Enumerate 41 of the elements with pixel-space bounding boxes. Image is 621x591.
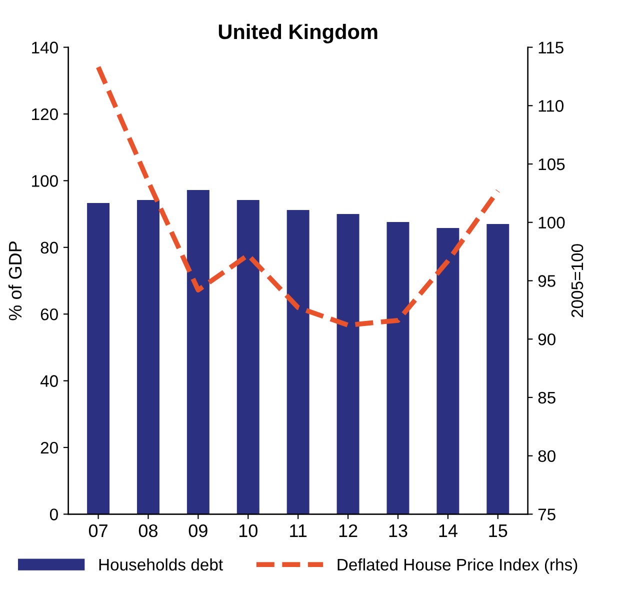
y-tick-label: 40 [40, 375, 58, 387]
y2-tick-label: 90 [538, 333, 556, 346]
legend-label: Households debt [99, 558, 223, 571]
y-tick-label: 60 [40, 308, 58, 320]
bar [486, 224, 510, 514]
y-tick-label: 120 [32, 108, 58, 120]
y2-tick-label: 115 [538, 42, 564, 54]
legend-label: Deflated House Price Index (rhs) [338, 558, 578, 574]
bar [87, 203, 110, 514]
y2-tick-label: 95 [538, 275, 556, 287]
y2-tick-label: 85 [538, 392, 556, 404]
x-tick-label: 14 [439, 524, 458, 537]
bar [386, 222, 410, 514]
bar [236, 200, 260, 514]
x-tick-label: 11 [290, 524, 307, 537]
bar [186, 190, 210, 514]
y-tick-label: 100 [32, 175, 58, 187]
y-tick-label: 140 [32, 42, 58, 54]
y-axis-title: % of GDP [8, 242, 22, 320]
y-tick-label: 0 [50, 508, 58, 520]
line-series [96, 64, 500, 328]
x-tick-label: 09 [188, 524, 208, 538]
y2-tick-label: 110 [538, 100, 564, 112]
x-tick-label: 15 [489, 524, 508, 538]
y2-tick-label: 105 [538, 158, 565, 170]
bar [336, 214, 360, 514]
y2-axis-title: 2005=100 [571, 244, 584, 318]
bar [136, 200, 160, 514]
x-tick-label: 10 [239, 524, 258, 538]
bar [286, 210, 310, 514]
y-tick-label: 20 [40, 442, 58, 454]
y-tick-label: 80 [40, 242, 58, 254]
y2-tick-label: 75 [538, 508, 556, 520]
x-tick-label: 12 [339, 524, 358, 537]
x-tick-label: 07 [88, 524, 108, 538]
y2-tick-label: 100 [538, 216, 565, 229]
chart-title: United Kingdom [218, 24, 378, 44]
x-tick-label: 08 [138, 524, 158, 538]
y2-tick-label: 80 [538, 450, 556, 462]
x-tick-label: 13 [389, 524, 408, 538]
bar [436, 228, 460, 514]
